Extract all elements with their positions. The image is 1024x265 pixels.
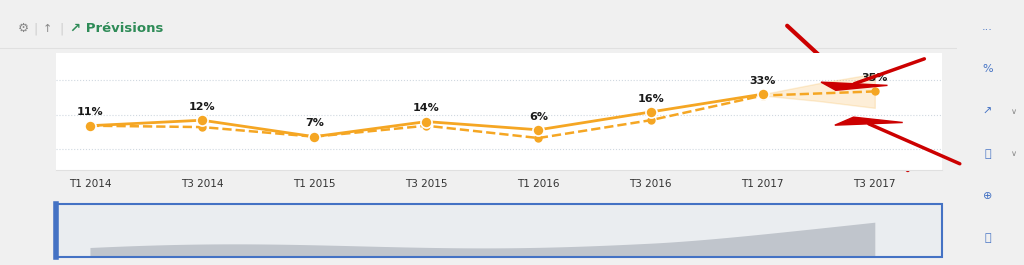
Text: ⧉: ⧉ bbox=[984, 149, 990, 159]
Text: T1 2015: T1 2015 bbox=[293, 179, 336, 189]
Text: T3 2016: T3 2016 bbox=[630, 179, 672, 189]
Text: ↑: ↑ bbox=[43, 24, 52, 34]
Bar bbox=[56, 204, 942, 257]
Text: 16%: 16% bbox=[637, 94, 664, 104]
Polygon shape bbox=[835, 117, 903, 125]
Text: T3 2015: T3 2015 bbox=[406, 179, 447, 189]
Text: T1 2017: T1 2017 bbox=[741, 179, 784, 189]
Text: ↗: ↗ bbox=[983, 106, 992, 116]
Text: 33%: 33% bbox=[750, 76, 776, 86]
Text: T3 2017: T3 2017 bbox=[854, 179, 896, 189]
Text: 6%: 6% bbox=[529, 112, 548, 122]
Text: 11%: 11% bbox=[77, 108, 103, 117]
Text: ...: ... bbox=[982, 21, 993, 32]
Text: ↗ Prévisions: ↗ Prévisions bbox=[70, 22, 163, 35]
Text: 12%: 12% bbox=[188, 102, 215, 112]
Text: T1 2016: T1 2016 bbox=[517, 179, 560, 189]
Text: ∨: ∨ bbox=[1011, 149, 1017, 158]
Text: |: | bbox=[59, 22, 63, 35]
Text: 7%: 7% bbox=[305, 118, 324, 129]
Text: |: | bbox=[34, 22, 38, 35]
Text: ⊕: ⊕ bbox=[983, 191, 992, 201]
Text: %: % bbox=[982, 64, 992, 74]
Text: ⚙: ⚙ bbox=[17, 22, 29, 35]
Text: ⤢: ⤢ bbox=[984, 233, 990, 244]
Polygon shape bbox=[821, 82, 888, 90]
Text: 35%: 35% bbox=[861, 73, 888, 83]
Text: ∨: ∨ bbox=[1011, 107, 1017, 116]
Text: 14%: 14% bbox=[413, 103, 439, 113]
Text: T1 2014: T1 2014 bbox=[69, 179, 112, 189]
Text: T3 2014: T3 2014 bbox=[181, 179, 223, 189]
